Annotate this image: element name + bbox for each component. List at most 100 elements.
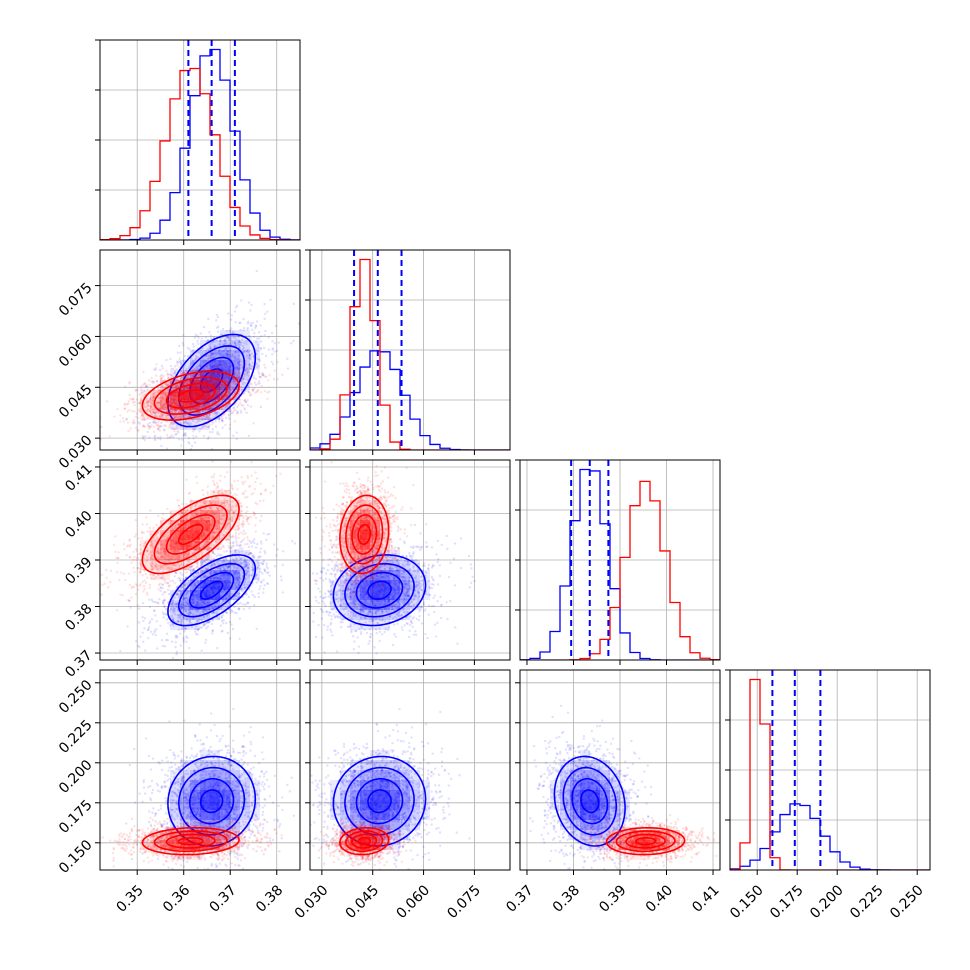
scatter-point <box>159 408 163 411</box>
scatter-point <box>198 400 201 403</box>
scatter-point <box>139 635 142 638</box>
scatter-point <box>225 374 228 377</box>
scatter-point <box>179 422 183 426</box>
scatter-point <box>195 401 198 405</box>
scatter-point <box>246 326 250 330</box>
scatter-point <box>163 378 166 382</box>
scatter-point <box>193 375 196 378</box>
scatter-point <box>218 343 222 346</box>
scatter-point <box>248 378 251 381</box>
density-block <box>190 350 200 360</box>
scatter-point <box>206 409 210 413</box>
scatter-point <box>152 411 155 414</box>
scatter-point <box>221 420 225 423</box>
scatter-point <box>173 430 176 433</box>
scatter-point <box>207 425 210 428</box>
scatter-point <box>229 348 232 352</box>
scatter-point <box>195 401 199 405</box>
scatter-point <box>151 421 155 424</box>
scatter-point <box>141 413 144 417</box>
scatter-point <box>220 350 223 353</box>
scatter-point <box>264 354 268 358</box>
scatter-point <box>291 540 294 543</box>
scatter-point <box>134 639 138 643</box>
scatter-point <box>100 593 103 596</box>
density-block <box>240 370 250 380</box>
scatter-point <box>205 414 209 417</box>
scatter-point <box>154 412 157 415</box>
scatter-point <box>219 366 223 370</box>
scatter-point <box>205 363 208 367</box>
scatter-point <box>205 627 208 630</box>
scatter-point <box>154 368 157 372</box>
scatter-point <box>253 595 257 599</box>
scatter-point <box>197 342 200 346</box>
scatter-point <box>173 365 177 368</box>
scatter-point <box>174 427 177 430</box>
scatter-point <box>174 386 178 389</box>
scatter-point <box>247 545 251 549</box>
scatter-point <box>190 403 193 406</box>
scatter-point <box>233 371 236 375</box>
scatter-point <box>203 425 206 428</box>
scatter-point <box>199 399 203 403</box>
scatter-point <box>210 342 213 345</box>
scatter-point <box>235 410 239 413</box>
scatter-point <box>245 340 248 343</box>
scatter-point <box>224 337 227 341</box>
scatter-point <box>214 413 217 416</box>
scatter-point <box>211 430 214 434</box>
scatter-point <box>194 378 198 382</box>
scatter-point <box>228 637 232 640</box>
scatter-point <box>129 397 132 401</box>
scatter-point <box>241 371 245 374</box>
scatter-point <box>153 392 157 395</box>
scatter-point <box>237 340 241 344</box>
scatter-point <box>220 399 223 402</box>
scatter-point <box>144 385 148 388</box>
scatter-point <box>138 409 141 413</box>
scatter-point <box>239 321 242 325</box>
scatter-point <box>257 595 260 599</box>
scatter-point <box>238 377 241 380</box>
scatter-point <box>234 358 238 361</box>
scatter-point <box>233 360 236 363</box>
scatter-point <box>157 421 160 424</box>
scatter-point <box>221 383 224 386</box>
scatter-point <box>196 367 199 370</box>
scatter-point <box>167 621 170 625</box>
scatter-point <box>218 348 222 351</box>
histogram-series-1 <box>100 67 300 240</box>
scatter-point <box>211 352 215 355</box>
density-block <box>200 380 210 390</box>
scatter-point <box>161 395 165 399</box>
scatter-point <box>234 408 237 412</box>
scatter-point <box>205 380 209 383</box>
scatter-point <box>261 373 265 376</box>
scatter-point <box>175 384 178 387</box>
density-block <box>210 340 220 350</box>
scatter-point <box>223 339 227 342</box>
scatter-point <box>222 412 226 416</box>
scatter-point <box>197 385 201 389</box>
scatter-point <box>263 333 266 337</box>
scatter-point <box>220 373 223 376</box>
scatter-point <box>150 424 153 427</box>
scatter-point <box>221 392 225 395</box>
scatter-point <box>198 374 201 377</box>
scatter-point <box>200 418 204 422</box>
scatter-point <box>132 397 135 401</box>
scatter-point <box>239 328 242 332</box>
scatter-point <box>182 334 185 337</box>
scatter-point <box>212 336 216 339</box>
scatter-point <box>191 350 194 353</box>
scatter-point <box>220 615 223 618</box>
scatter-point <box>259 347 263 351</box>
scatter-point <box>235 388 238 391</box>
scatter-point <box>254 341 258 344</box>
scatter-point <box>155 468 157 470</box>
scatter-point <box>210 387 213 391</box>
scatter-point <box>143 617 147 620</box>
scatter-point <box>233 310 237 313</box>
scatter-point <box>191 419 195 422</box>
